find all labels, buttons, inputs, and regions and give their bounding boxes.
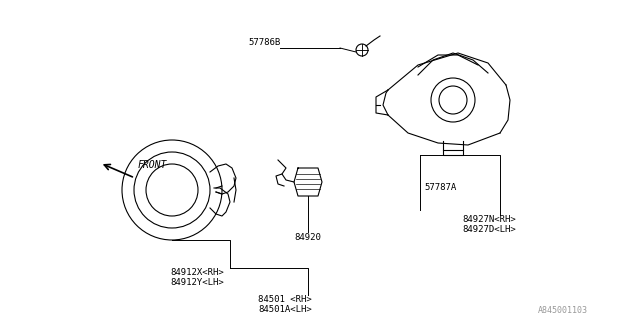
Text: 84912Y<LH>: 84912Y<LH> bbox=[170, 278, 224, 287]
Text: 84920: 84920 bbox=[294, 233, 321, 242]
Text: FRONT: FRONT bbox=[138, 160, 168, 170]
Text: 57786B: 57786B bbox=[248, 38, 280, 47]
Text: 57787A: 57787A bbox=[424, 183, 456, 192]
Text: 84501 <RH>: 84501 <RH> bbox=[258, 295, 312, 304]
Text: 84927D<LH>: 84927D<LH> bbox=[462, 225, 516, 234]
Text: 84912X<RH>: 84912X<RH> bbox=[170, 268, 224, 277]
Text: 84501A<LH>: 84501A<LH> bbox=[258, 305, 312, 314]
Text: 84927N<RH>: 84927N<RH> bbox=[462, 215, 516, 224]
Text: A845001103: A845001103 bbox=[538, 306, 588, 315]
